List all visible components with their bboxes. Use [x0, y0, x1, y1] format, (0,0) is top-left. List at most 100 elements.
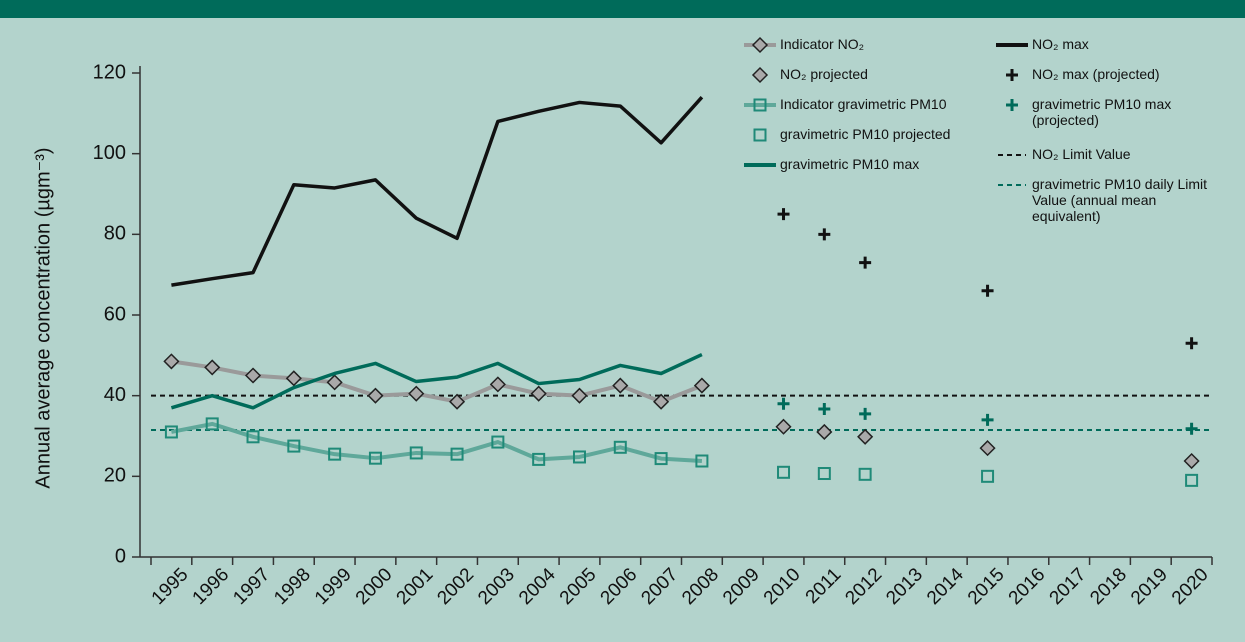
legend-label: Indicator gravimetric PM10 [780, 96, 947, 112]
legend-line: gravimetric PM10 max [1032, 96, 1175, 112]
x-tick-label: 1997 [229, 564, 274, 609]
x-tick-label: 2007 [637, 564, 682, 609]
data-point [572, 450, 586, 464]
y-tick-label: 80 [104, 223, 126, 245]
legend-line: NO₂ max (projected) [1032, 66, 1160, 82]
x-tick-label: 2015 [964, 564, 1009, 609]
x-tick-label: 2012 [841, 564, 886, 609]
legend-label: gravimetric PM10 projected [780, 126, 950, 142]
x-tick-label: 1998 [270, 564, 315, 609]
legend-label: NO₂ projected [780, 66, 868, 82]
legend-label: gravimetric PM10 daily Limit Value (annu… [1032, 176, 1211, 224]
data-point [244, 367, 262, 384]
legend-line: Value (annual mean [1032, 192, 1160, 208]
data-point [981, 469, 995, 483]
data-point [777, 465, 791, 479]
legend-marker [1006, 69, 1018, 81]
x-tick-label: 2017 [1046, 564, 1091, 609]
legend-label: gravimetric PM10 max [780, 156, 919, 172]
data-point [246, 430, 260, 444]
x-tick-label: 2014 [923, 564, 968, 609]
series-line [171, 96, 704, 287]
x-tick-label: 2020 [1168, 564, 1213, 609]
y-tick-label: 0 [115, 545, 126, 567]
data-point [777, 208, 790, 221]
data-point [367, 387, 384, 404]
x-tick-label: 1995 [148, 564, 193, 609]
data-point [328, 447, 342, 461]
legend-marker [1006, 99, 1018, 111]
x-tick-label: 2001 [393, 564, 438, 609]
data-point [532, 452, 546, 466]
y-tick-label: 120 [93, 61, 126, 83]
legend-line: Indicator NO₂ [780, 36, 864, 52]
legend-marker [753, 128, 767, 142]
x-tick-label: 2010 [760, 564, 805, 609]
x-tick-label: 2008 [678, 564, 723, 609]
series-line [171, 421, 703, 464]
legend-line: Indicator gravimetric PM10 [780, 96, 947, 112]
x-tick-label: 2002 [433, 564, 478, 609]
data-point [858, 467, 872, 481]
legend-line: NO₂ projected [780, 66, 868, 82]
data-point [859, 407, 872, 420]
x-tick-label: 2000 [352, 564, 397, 609]
data-point [653, 393, 670, 410]
data-point [489, 376, 506, 393]
data-point [981, 284, 994, 297]
legend-label: NO₂ Limit Value [1032, 146, 1131, 162]
x-tick-label: 2006 [597, 564, 642, 609]
legend-line: gravimetric PM10 projected [780, 126, 950, 142]
data-point [777, 397, 790, 410]
data-point [368, 451, 382, 465]
data-point [612, 377, 629, 394]
legend-label: NO₂ max (projected) [1032, 66, 1160, 82]
data-point [287, 439, 301, 453]
series-line [170, 352, 703, 410]
data-point [818, 228, 831, 241]
data-point [205, 417, 219, 431]
data-point [818, 402, 831, 415]
x-tick-label: 2013 [882, 564, 927, 609]
data-point [163, 353, 180, 370]
y-tick-label: 60 [104, 303, 126, 325]
x-tick-label: 2005 [556, 564, 601, 609]
data-point [285, 370, 302, 387]
data-point [775, 418, 792, 435]
data-point [816, 423, 833, 441]
data-point [1183, 452, 1200, 470]
y-tick-label: 20 [104, 465, 126, 487]
data-point [859, 256, 872, 269]
y-axis-label: Annual average concentration (µgm⁻³) [32, 147, 54, 488]
data-point [164, 425, 178, 439]
header-band [0, 0, 1245, 18]
data-point [981, 413, 994, 426]
y-tick-label: 40 [104, 384, 126, 406]
legend-label: NO₂ max [1032, 36, 1089, 52]
data-point [979, 440, 996, 457]
y-tick-label: 100 [93, 142, 126, 164]
legend-line: equivalent) [1032, 208, 1101, 224]
x-tick-label: 2003 [474, 564, 519, 609]
x-tick-label: 1996 [189, 564, 234, 609]
legend-line: NO₂ max [1032, 36, 1089, 52]
legend-line: gravimetric PM10 max [780, 156, 919, 172]
data-point [450, 447, 464, 461]
legend-label: gravimetric PM10 max (projected) [1032, 96, 1175, 128]
x-tick-label: 2009 [719, 564, 764, 609]
data-point [530, 385, 547, 402]
legend-label: Indicator NO₂ [780, 36, 864, 52]
data-point [448, 393, 466, 410]
data-point [693, 377, 710, 394]
legend-line: NO₂ Limit Value [1032, 146, 1131, 162]
x-tick-label: 1999 [311, 564, 356, 609]
data-point [857, 428, 874, 445]
data-point [1185, 337, 1198, 350]
legend-marker [753, 98, 767, 112]
data-point [613, 440, 627, 454]
data-point [1185, 422, 1198, 435]
data-point [1185, 473, 1199, 487]
x-tick-label: 2016 [1005, 564, 1050, 609]
